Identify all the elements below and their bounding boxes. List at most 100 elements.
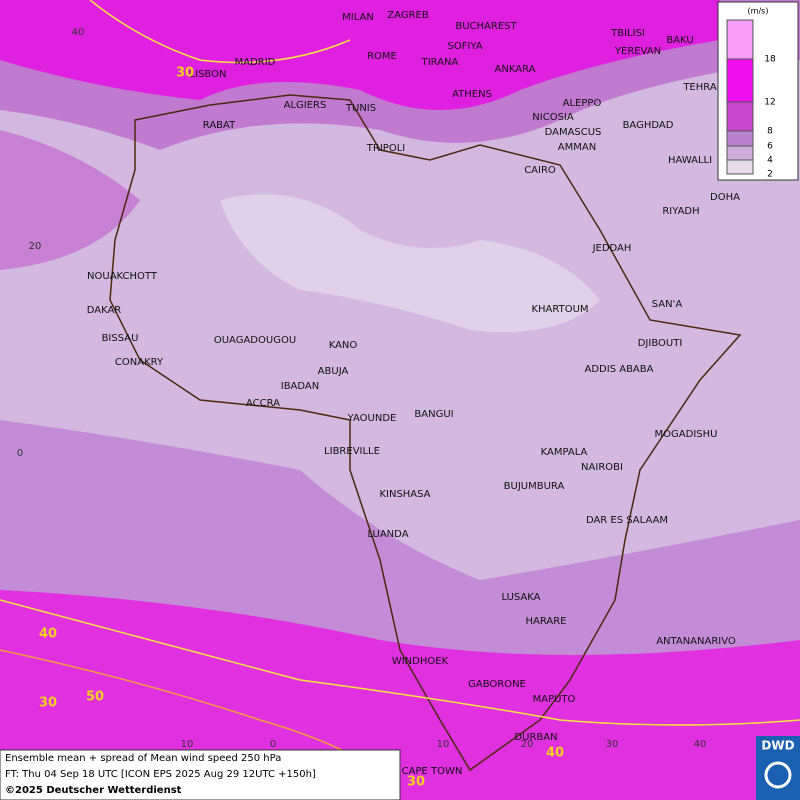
logo-icon [764,761,792,789]
city-label: IBADAN [281,381,320,392]
africa-coast [109,94,742,772]
city-label: TRIPOLI [366,143,405,154]
city-label: KANO [329,340,358,351]
jet-core [0,0,720,110]
city-label: AMMAN [558,142,596,153]
city-label: LIBREVILLE [324,446,380,457]
city-label: DAR ES SALAAM [586,515,668,526]
city-label: ALEPPO [563,98,602,109]
lon-label: 0 [270,739,276,750]
legend-swatch [726,101,754,132]
city-label: WINDHOEK [392,656,449,667]
contour-label: 30 [176,66,194,81]
lat-label: 20 [29,241,42,252]
city-label: MOGADISHU [655,429,718,440]
city-label: ALGIERS [284,100,327,111]
caption-box [0,749,401,800]
legend-swatch [726,159,754,175]
caption: ©2025 Deutscher Wetterdienst [5,785,182,796]
contour-line [0,599,800,726]
lon-label: 30 [606,739,619,750]
legend-label: 6 [767,142,773,152]
city-label: DAKAR [87,305,122,316]
city-label: MADRID [235,57,276,68]
city-label: JEDDAH [592,243,632,254]
city-label: GABORONE [468,679,526,690]
city-label: SAN'A [652,299,683,310]
legend-label: 12 [764,98,775,108]
city-label: ROME [367,51,397,62]
city-label: LISBON [190,69,227,80]
city-label: ABUJA [318,366,349,377]
lon-label: 20 [521,739,534,750]
lat-label: 40 [72,27,85,38]
jet-core [0,590,800,800]
lon-label: 40 [694,739,707,750]
city-label: LUANDA [367,529,408,540]
city-label: BAGHDAD [623,120,674,131]
city-label: RIYADH [662,206,699,217]
city-label: ADDIS ABABA [585,364,654,375]
calm-area [220,194,600,332]
city-label: CAPE TOWN [402,766,463,777]
caption: FT: Thu 04 Sep 18 UTC [ICON EPS 2025 Aug… [5,769,316,780]
city-label: ANTANANARIVO [656,636,736,647]
city-label: BISSAU [102,333,139,344]
lon-label: 10 [181,739,194,750]
legend-swatch [726,19,754,60]
city-label: NICOSIA [532,112,574,123]
logo [756,736,800,800]
city-label: HARARE [525,616,566,627]
contour-line [89,0,351,64]
city-label: RABAT [203,120,236,131]
city-label: OUAGADOUGOU [214,335,296,346]
city-label: TIRANA [421,57,459,68]
lon-label: 10 [437,739,450,750]
legend-unit: (m/s) [748,7,769,16]
city-label: YEREVAN [614,46,661,57]
lat-label: 0 [17,448,23,459]
city-label: HAWALLI [668,155,712,166]
city-label: ZAGREB [387,10,429,21]
legend-swatch [726,130,754,147]
legend-swatch [726,145,754,161]
city-label: DOHA [710,192,740,203]
city-label: CONAKRY [115,357,164,368]
contour-label: 50 [86,690,104,705]
legend-label: 8 [767,127,773,137]
city-label: NOUAKCHOTT [87,271,158,282]
city-label: DAMASCUS [545,127,602,138]
city-label: ANKARA [495,64,536,75]
legend-swatch [726,58,754,103]
city-label: BANGUI [414,409,453,420]
contour-line [0,649,381,771]
contour-label: 40 [546,746,564,761]
city-label: BUCHAREST [455,21,517,32]
city-label: CAIRO [524,165,556,176]
legend-label: 2 [767,170,773,180]
city-label: TBILISI [610,28,645,39]
city-label: SOFIYA [447,41,482,52]
caption: Ensemble mean + spread of Mean wind spee… [5,753,281,764]
city-label: NAIROBI [581,462,623,473]
city-label: KHARTOUM [531,304,588,315]
logo-text: DWD [761,739,794,753]
city-label: MILAN [342,12,374,23]
city-label: DJIBOUTI [638,338,683,349]
legend: (m/s) 18 12 8 6 4 2 [717,1,799,181]
city-label: TEHRA [682,82,716,93]
city-label: KAMPALA [541,447,588,458]
city-label: MAPUTO [533,694,576,705]
city-label: KINSHASA [379,489,430,500]
city-label: BAKU [666,35,693,46]
city-label: YAOUNDE [347,413,397,424]
legend-label: 18 [764,55,776,65]
contour-label: 30 [407,775,425,790]
contour-label: 40 [39,627,57,642]
city-label: ATHENS [452,89,492,100]
legend-label: 4 [767,156,773,166]
city-label: LUSAKA [502,592,541,603]
city-label: ACCRA [246,398,280,409]
wind-area [0,130,140,270]
